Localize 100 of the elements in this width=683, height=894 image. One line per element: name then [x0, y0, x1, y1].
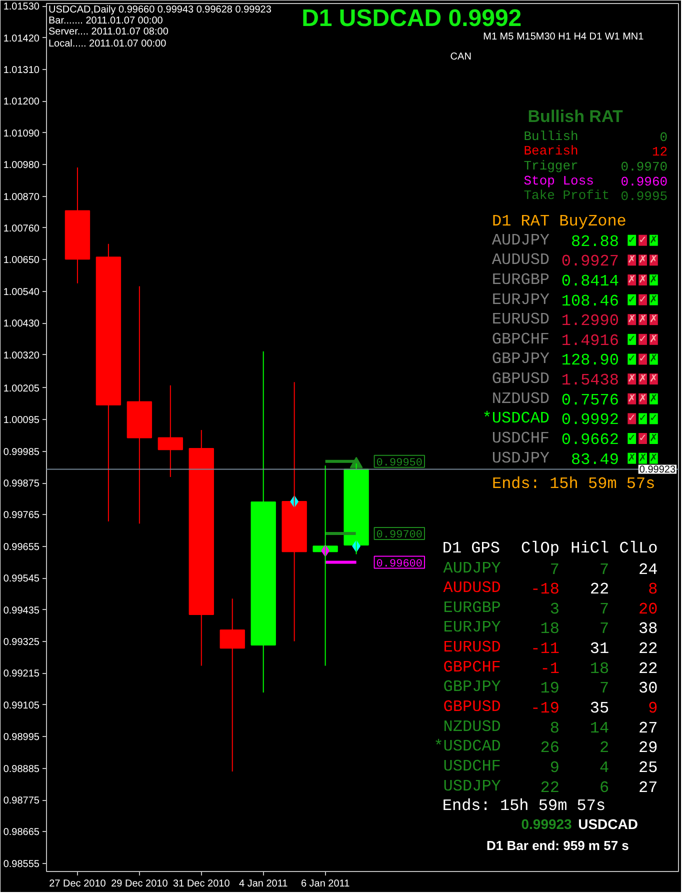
text: -1 — [540, 660, 560, 678]
text: -18 — [530, 580, 560, 599]
text: 7 — [550, 560, 560, 579]
text: ✗ — [628, 254, 636, 266]
text: 7 — [599, 560, 610, 579]
text: USDJPY — [492, 449, 550, 468]
text: ✗ — [650, 274, 658, 286]
text: EURUSD — [492, 310, 550, 329]
y-tick-label: 0.99985 — [3, 446, 40, 458]
text: Take Profit — [524, 188, 610, 204]
text: 12 — [652, 144, 668, 160]
text: AUDUSD — [492, 251, 550, 270]
text: ✓ — [628, 294, 636, 306]
y-tick-label: 1.00650 — [3, 255, 40, 266]
text: ClLo — [619, 539, 658, 558]
text: 14 — [590, 719, 610, 738]
y-tick-label: 0.98665 — [3, 827, 40, 838]
text: 22 — [540, 778, 560, 797]
annotation: Local..... 2011.01.07 00:00 — [48, 38, 167, 50]
text: 0.9992 — [561, 411, 619, 430]
text: 0.9662 — [561, 430, 619, 449]
text: 27 — [638, 719, 658, 738]
text: USDCHF — [492, 429, 550, 448]
annotation: Bar....... 2011.01.07 00:00 — [48, 15, 164, 26]
text: ✓ — [638, 354, 647, 365]
text: ✗ — [650, 254, 658, 266]
text: 7 — [599, 620, 610, 638]
text: 38 — [638, 620, 658, 638]
annotation: USDCAD,Daily 0.99660 0.99943 0.99628 0.99923 — [48, 4, 272, 16]
text: 31 — [590, 640, 610, 658]
text: 4 — [599, 758, 610, 777]
text: ✗ — [638, 314, 647, 326]
text: Bearish — [524, 144, 578, 159]
text: EURUSD — [443, 638, 501, 657]
text: 0.9927 — [561, 252, 619, 271]
text: EURGBP — [492, 270, 550, 289]
text: 24 — [638, 560, 658, 579]
text: 22 — [590, 580, 610, 599]
y-tick-label: 1.00320 — [3, 350, 40, 362]
y-tick-label: 1.00760 — [3, 223, 40, 234]
text: 18 — [590, 660, 610, 678]
text: D1 RAT BuyZone — [492, 212, 626, 230]
y-tick-label: 1.00540 — [3, 286, 40, 298]
x-tick-label: 6 Jan 2011 — [300, 878, 350, 890]
text: ✗ — [628, 314, 636, 326]
text: GBPJPY — [492, 350, 550, 368]
text: ✗ — [638, 254, 647, 266]
candlestick — [158, 384, 184, 478]
y-tick-label: 1.01530 — [3, 2, 40, 13]
text: Trigger — [524, 158, 578, 174]
text: 20 — [638, 600, 658, 618]
text: 0 — [660, 130, 668, 145]
data-label: 0.99700 — [376, 529, 423, 542]
data-label: 0.99950 — [376, 457, 423, 470]
text: 25 — [638, 758, 658, 777]
text: 2 — [599, 739, 610, 758]
text: GBPCHF — [492, 330, 550, 348]
text: USDJPY — [443, 777, 502, 796]
text: 1.5438 — [561, 372, 619, 390]
x-tick-label: 29 Dec 2010 — [111, 878, 168, 890]
text: ✗ — [650, 334, 658, 345]
text: -19 — [530, 700, 560, 718]
y-tick-label: 1.00095 — [3, 415, 40, 426]
text: Ends: 15h 59m 57s — [492, 475, 656, 494]
y-tick-label: 0.98775 — [3, 796, 40, 807]
x-tick-label: 31 Dec 2010 — [173, 878, 230, 890]
text: EURJPY — [443, 618, 502, 637]
x-tick-label: 4 Jan 2011 — [238, 878, 288, 890]
text: 29 — [638, 739, 658, 758]
text: ClOp — [521, 539, 560, 558]
text: 6 — [599, 778, 610, 797]
text: ✗ — [650, 234, 658, 246]
candlestick — [220, 598, 245, 772]
y-tick-label: 1.01090 — [3, 128, 40, 140]
y-tick-label: 1.00980 — [3, 160, 40, 172]
text: 18 — [540, 620, 560, 638]
text: 0.9960 — [620, 174, 668, 190]
text: 22 — [638, 640, 658, 658]
text: 9 — [550, 758, 560, 777]
text: ✓ — [638, 432, 647, 444]
text: 19 — [540, 680, 560, 698]
text: 26 — [540, 739, 560, 758]
y-tick-label: 0.99875 — [3, 478, 40, 490]
y-tick-label: 0.99435 — [3, 605, 40, 616]
text: 108.46 — [561, 292, 619, 310]
text: Bullish — [524, 128, 578, 144]
text: 30 — [638, 680, 658, 698]
text: 7 — [599, 680, 610, 698]
text: ✓ — [628, 334, 636, 345]
text: 0.7576 — [561, 391, 619, 410]
text: ✗ — [628, 393, 636, 404]
data-label: 0.99600 — [376, 558, 423, 570]
text: ✓ — [638, 294, 647, 306]
y-tick-label: 1.00870 — [3, 192, 40, 203]
text: ✗ — [650, 294, 658, 306]
y-tick-label: 0.98885 — [3, 764, 40, 775]
y-tick-label: 0.99105 — [3, 700, 40, 712]
text: ✗ — [650, 432, 658, 444]
text: 83.49 — [570, 450, 619, 469]
text: D1 GPS — [442, 539, 500, 558]
